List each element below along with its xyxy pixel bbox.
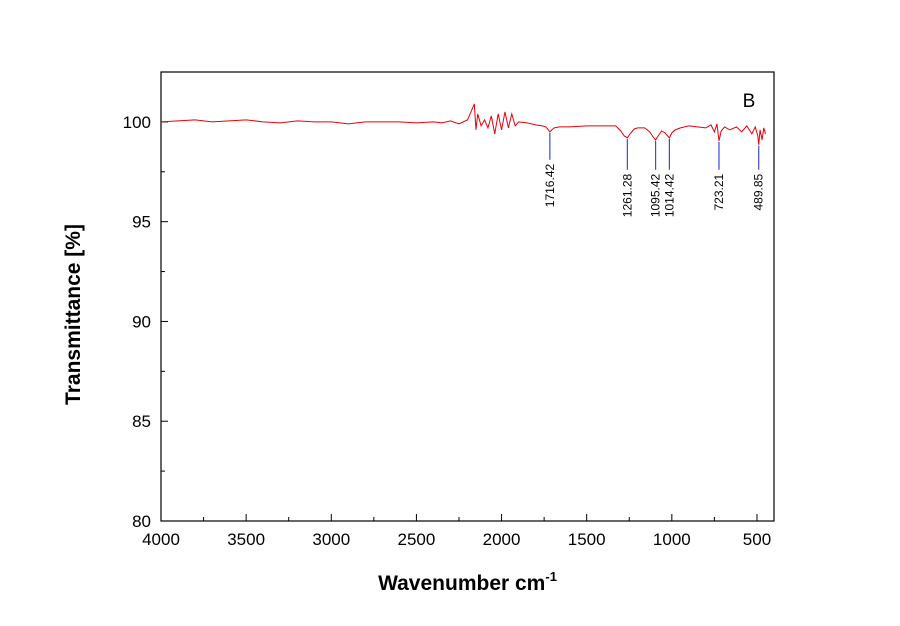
y-tick-label: 85 (132, 412, 151, 431)
y-tick-label: 95 (132, 213, 151, 232)
peak-label: 1716.42 (543, 163, 557, 207)
spectrum-line (160, 103, 766, 145)
x-tick-label: 2500 (398, 530, 436, 549)
y-tick-label: 80 (132, 512, 151, 531)
y-axis-title: Transmittance [%] (62, 224, 85, 405)
x-tick-label: 3000 (312, 530, 350, 549)
x-axis-ticks: 4000 3500 3000 2500 2000 1500 1000 500 (142, 514, 771, 549)
y-axis-ticks: 80 85 90 95 100 (123, 113, 168, 531)
x-tick-label: 2000 (483, 530, 521, 549)
peak-label: 723.21 (712, 173, 726, 210)
peak-label: 489.85 (752, 173, 766, 210)
x-tick-label: 1000 (653, 530, 691, 549)
plot-frame (160, 71, 775, 522)
peak-label: 1261.28 (620, 173, 634, 217)
x-tick-label: 500 (743, 530, 771, 549)
peak-annotations: 1716.42 1261.28 1095.42 1014.42 723.21 489.85 (543, 132, 766, 217)
y-tick-label: 100 (123, 113, 151, 132)
x-axis-title-text: Wavenumber cm (378, 572, 545, 595)
x-axis-title: Wavenumber cm-1 (378, 569, 557, 595)
x-tick-label: 4000 (142, 530, 180, 549)
x-axis-title-superscript: -1 (545, 569, 557, 584)
y-tick-label: 90 (132, 312, 151, 331)
x-tick-label: 3500 (227, 530, 265, 549)
peak-label: 1095.42 (649, 173, 663, 217)
x-tick-label: 1500 (568, 530, 606, 549)
panel-label: B (743, 91, 756, 112)
peak-label: 1014.42 (662, 173, 676, 217)
